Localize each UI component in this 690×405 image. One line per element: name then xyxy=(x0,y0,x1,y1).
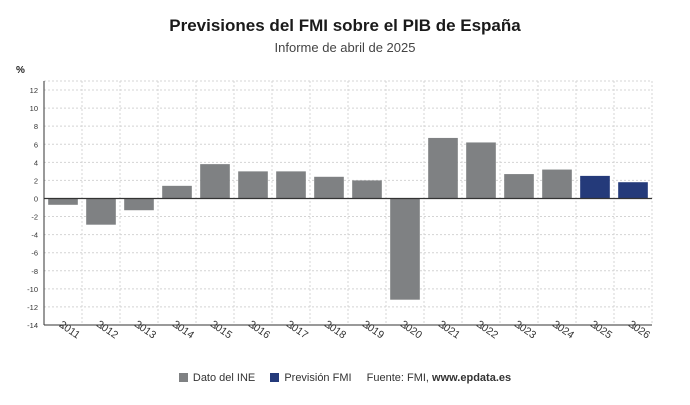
x-tick-label: 2011 xyxy=(57,319,83,342)
x-tick-label: 2022 xyxy=(474,318,500,341)
y-tick-label: 0 xyxy=(34,194,38,203)
y-axis-label: % xyxy=(16,65,25,76)
bar-2021 xyxy=(428,137,458,199)
y-tick-label: 10 xyxy=(30,104,38,113)
bar-2018 xyxy=(314,176,344,199)
y-tick-labels: -14 -12 -10 -8 -6 -4 -2 0 2 4 6 8 10 12 xyxy=(27,86,38,330)
bar-2012 xyxy=(86,198,116,225)
bar-2025 xyxy=(580,175,610,199)
bar-2022 xyxy=(466,142,496,199)
y-tick-label: 4 xyxy=(34,158,38,167)
x-tick-label: 2019 xyxy=(360,318,386,341)
legend-label-ine: Dato del INE xyxy=(192,372,256,385)
bar-2013 xyxy=(124,198,154,211)
source-link[interactable]: www.epdata.es xyxy=(432,372,512,385)
y-tick-label: 2 xyxy=(34,176,38,185)
bar-2020 xyxy=(390,198,420,300)
legend-label-fmi: Previsión FMI xyxy=(284,372,352,385)
x-tick-label: 2018 xyxy=(322,318,348,341)
x-tick-labels: 2011 2012 2013 2014 2015 2016 2017 2018 2019 2020… xyxy=(57,318,653,341)
x-tick-label: 2020 xyxy=(398,318,424,341)
chart-title: Previsiones del FMI sobre el PIB de Espa… xyxy=(169,16,521,35)
y-tick-label: 8 xyxy=(34,122,38,131)
chart-subtitle: Informe de abril de 2025 xyxy=(274,40,416,55)
x-tick-label: 2023 xyxy=(512,318,538,341)
bar-2026 xyxy=(618,182,648,199)
source-label: Fuente: FMI, xyxy=(366,372,429,385)
y-tick-label: -4 xyxy=(31,231,38,240)
y-tick-label: 12 xyxy=(30,86,38,95)
legend-swatch-ine xyxy=(178,373,188,383)
axes xyxy=(43,81,652,329)
x-tick-label: 2026 xyxy=(626,318,652,341)
x-tick-label: 2012 xyxy=(94,318,120,341)
y-tick-label: -6 xyxy=(31,249,38,258)
legend-item-ine: Dato del INE xyxy=(178,372,256,385)
legend: Dato del INE Previsión FMI Fuente: FMI, … xyxy=(0,372,690,384)
x-tick-label: 2021 xyxy=(436,318,462,341)
bar-2014 xyxy=(162,185,192,199)
x-tick-label: 2017 xyxy=(284,318,310,341)
bar-2023 xyxy=(504,174,534,199)
x-tick-label: 2013 xyxy=(132,318,158,341)
y-tick-label: -14 xyxy=(27,321,38,330)
bar-2015 xyxy=(200,164,230,199)
legend-item-fmi: Previsión FMI xyxy=(270,372,352,385)
y-tick-label: 6 xyxy=(34,140,38,149)
x-tick-label: 2015 xyxy=(208,318,234,341)
x-tick-label: 2016 xyxy=(246,318,272,341)
x-tick-label: 2024 xyxy=(550,318,576,341)
y-tick-label: -2 xyxy=(31,213,38,222)
bar-2019 xyxy=(352,180,382,199)
y-tick-label: -8 xyxy=(31,267,38,276)
bar-2016 xyxy=(238,171,268,199)
y-tick-label: -10 xyxy=(27,285,38,294)
bar-2011 xyxy=(48,198,78,205)
y-tick-label: -12 xyxy=(27,303,38,312)
bar-2017 xyxy=(276,171,306,199)
bars xyxy=(48,137,648,300)
legend-swatch-fmi xyxy=(270,373,280,383)
x-tick-label: 2014 xyxy=(170,318,196,341)
source-note: Fuente: FMI, www.epdata.es xyxy=(367,372,511,384)
x-tick-label: 2025 xyxy=(588,318,614,341)
bar-2024 xyxy=(542,169,572,199)
